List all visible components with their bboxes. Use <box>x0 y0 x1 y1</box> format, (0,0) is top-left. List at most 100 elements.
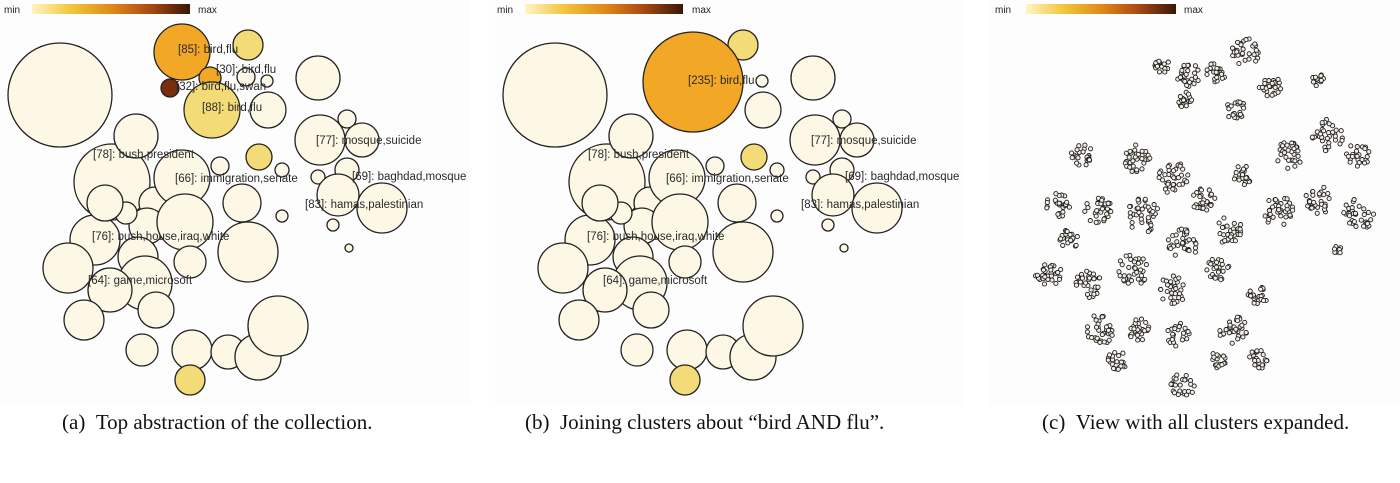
panel-b-cluster-bubble[interactable] <box>668 245 702 279</box>
panel-b-cluster-bubble[interactable] <box>582 267 628 313</box>
panel-a-cluster-bubble[interactable] <box>274 162 290 178</box>
panel-b-cluster-bubble[interactable] <box>727 29 759 61</box>
panel-a-cluster-bubble[interactable] <box>247 295 309 357</box>
panel-c-document-dot <box>1237 111 1243 117</box>
panel-a-cluster-bubble[interactable] <box>275 209 289 223</box>
panel-a-cluster-bubble[interactable] <box>260 74 274 88</box>
panel-c-document-dot <box>1214 259 1220 265</box>
panel-c-document-dot <box>1151 202 1157 208</box>
panel-c-document-dot <box>1269 80 1275 86</box>
panel-b-cluster-bubble[interactable] <box>632 291 670 329</box>
panel-a-cluster-bubble[interactable] <box>173 245 207 279</box>
panel-c-document-dot <box>1270 214 1276 220</box>
panel-b-cluster-bubble[interactable] <box>839 122 875 158</box>
panel-a-cluster-bubble[interactable] <box>183 81 241 139</box>
panel-b-cluster-bubble[interactable] <box>669 364 701 396</box>
panel-a-cluster-bubble[interactable] <box>316 173 360 217</box>
panel-a-cluster-bubble[interactable] <box>245 143 273 171</box>
panel-b-cluster-bubble[interactable] <box>620 333 654 367</box>
panel-c-document-dot <box>1322 203 1328 209</box>
panel-a-cluster-bubble[interactable] <box>356 182 408 234</box>
panel-c-document-dot <box>1179 67 1185 73</box>
panel-c-document-dot <box>1055 211 1061 217</box>
panel-a-cluster-bubble[interactable] <box>63 299 105 341</box>
panel-c-document-dot <box>1326 121 1332 127</box>
panel-c-document-dot <box>1066 204 1072 210</box>
panel-a-cluster-bubble[interactable] <box>153 23 211 81</box>
panel-a-cluster-bubble[interactable] <box>210 156 230 176</box>
panel-c-document-dot <box>1238 222 1244 228</box>
panel-b-cluster-bubble[interactable] <box>717 183 757 223</box>
panel-a-cluster-bubble[interactable] <box>326 218 340 232</box>
panel-b-cluster-bubble[interactable] <box>770 209 784 223</box>
panel-a-cluster-bubble[interactable] <box>160 78 180 98</box>
panel-c-document-dot <box>1165 328 1171 334</box>
panel-b-cluster-bubble[interactable] <box>839 243 849 253</box>
panel-c-document-dot <box>1286 157 1292 163</box>
panel-a-cluster-bubble[interactable] <box>171 329 213 371</box>
panel-a-cluster-bubble[interactable] <box>42 242 94 294</box>
panel-b-cluster-bubble[interactable] <box>742 295 804 357</box>
panel-c-document-dot <box>1171 390 1178 396</box>
panel-b-cluster-bubble[interactable] <box>712 221 774 283</box>
panel-b-cluster-bubble[interactable] <box>755 74 769 88</box>
panel-a-cluster-bubble[interactable] <box>249 91 287 129</box>
panel-c-document-dot <box>1121 273 1127 279</box>
panel-b-cluster-bubble[interactable] <box>537 242 589 294</box>
panel-c-document-dot <box>1354 144 1360 150</box>
panel-a-cluster-bubble[interactable] <box>337 109 357 129</box>
panel-b-cluster-bubble[interactable] <box>666 329 708 371</box>
panel-a-cluster-bubble[interactable] <box>310 169 326 185</box>
panel-b-cluster-bubble[interactable] <box>744 91 782 129</box>
panel-c-document-dot <box>1177 74 1183 80</box>
panel-b-cluster-bubble[interactable] <box>821 218 835 232</box>
panel-c-document-dot <box>1132 265 1138 271</box>
panel-c-document-dot <box>1343 202 1349 208</box>
panel-c-document-dot <box>1172 291 1178 297</box>
panel-c-document-dot <box>1352 210 1358 216</box>
panel-a-cluster-bubble[interactable] <box>236 67 256 87</box>
panel-c-document-dot <box>1220 353 1227 359</box>
panel-a-cluster-bubble[interactable] <box>174 364 206 396</box>
panel-b-cluster-bubble[interactable] <box>581 184 619 222</box>
panel-a-cluster-bubble[interactable] <box>86 184 124 222</box>
panel-b-cluster-bubble[interactable] <box>502 42 608 148</box>
panel-c-document-dot <box>1264 93 1270 99</box>
panel-b-cluster-bubble[interactable] <box>790 55 836 101</box>
panel-c-document-dot <box>1267 211 1273 217</box>
panel-b-cluster-bubble[interactable] <box>642 31 744 133</box>
panel-a-cluster-bubble[interactable] <box>344 122 380 158</box>
panel-a-cluster-bubble[interactable] <box>217 221 279 283</box>
panel-c-document-dot <box>1112 350 1118 356</box>
panel-b-cluster-bubble[interactable] <box>558 299 600 341</box>
panel-b-cluster-bubble[interactable] <box>811 173 855 217</box>
panel-a-cluster-bubble[interactable] <box>7 42 113 148</box>
panel-c-document-dot <box>1284 203 1290 209</box>
panel-c-document-dot <box>1176 295 1182 301</box>
panel-c-document-dot <box>1073 242 1079 248</box>
panel-a-cluster-bubble[interactable] <box>87 267 133 313</box>
panel-b-cluster-bubble[interactable] <box>740 143 768 171</box>
panel-a-cluster-bubble[interactable] <box>222 183 262 223</box>
panel-c-document-dot <box>1074 147 1080 153</box>
panel-c-document-dot <box>1349 205 1355 211</box>
legend-max-label: max <box>1184 5 1203 16</box>
panel-c-document-dot <box>1295 148 1301 154</box>
panel-c-document-dot <box>1145 215 1151 221</box>
panel-a-cluster-bubble[interactable] <box>137 291 175 329</box>
panel-b-cluster-bubble[interactable] <box>608 113 654 159</box>
panel-a-cluster-bubble[interactable] <box>344 243 354 253</box>
panel-b-cluster-bubble[interactable] <box>851 182 903 234</box>
panel-c-document-dot <box>1283 214 1289 220</box>
panel-a-cluster-bubble[interactable] <box>125 333 159 367</box>
panel-c-document-dot <box>1120 350 1126 356</box>
panel-b-cluster-bubble[interactable] <box>805 169 821 185</box>
panel-a-cluster-bubble[interactable] <box>232 29 264 61</box>
panel-a-cluster-bubble[interactable] <box>295 55 341 101</box>
panel-b-cluster-bubble[interactable] <box>769 162 785 178</box>
panel-c-document-dot <box>1318 77 1324 83</box>
panel-b-cluster-bubble[interactable] <box>832 109 852 129</box>
panel-b-cluster-bubble[interactable] <box>705 156 725 176</box>
panel-a-cluster-bubble[interactable] <box>113 113 159 159</box>
panel-c-document-dot <box>1105 327 1112 333</box>
